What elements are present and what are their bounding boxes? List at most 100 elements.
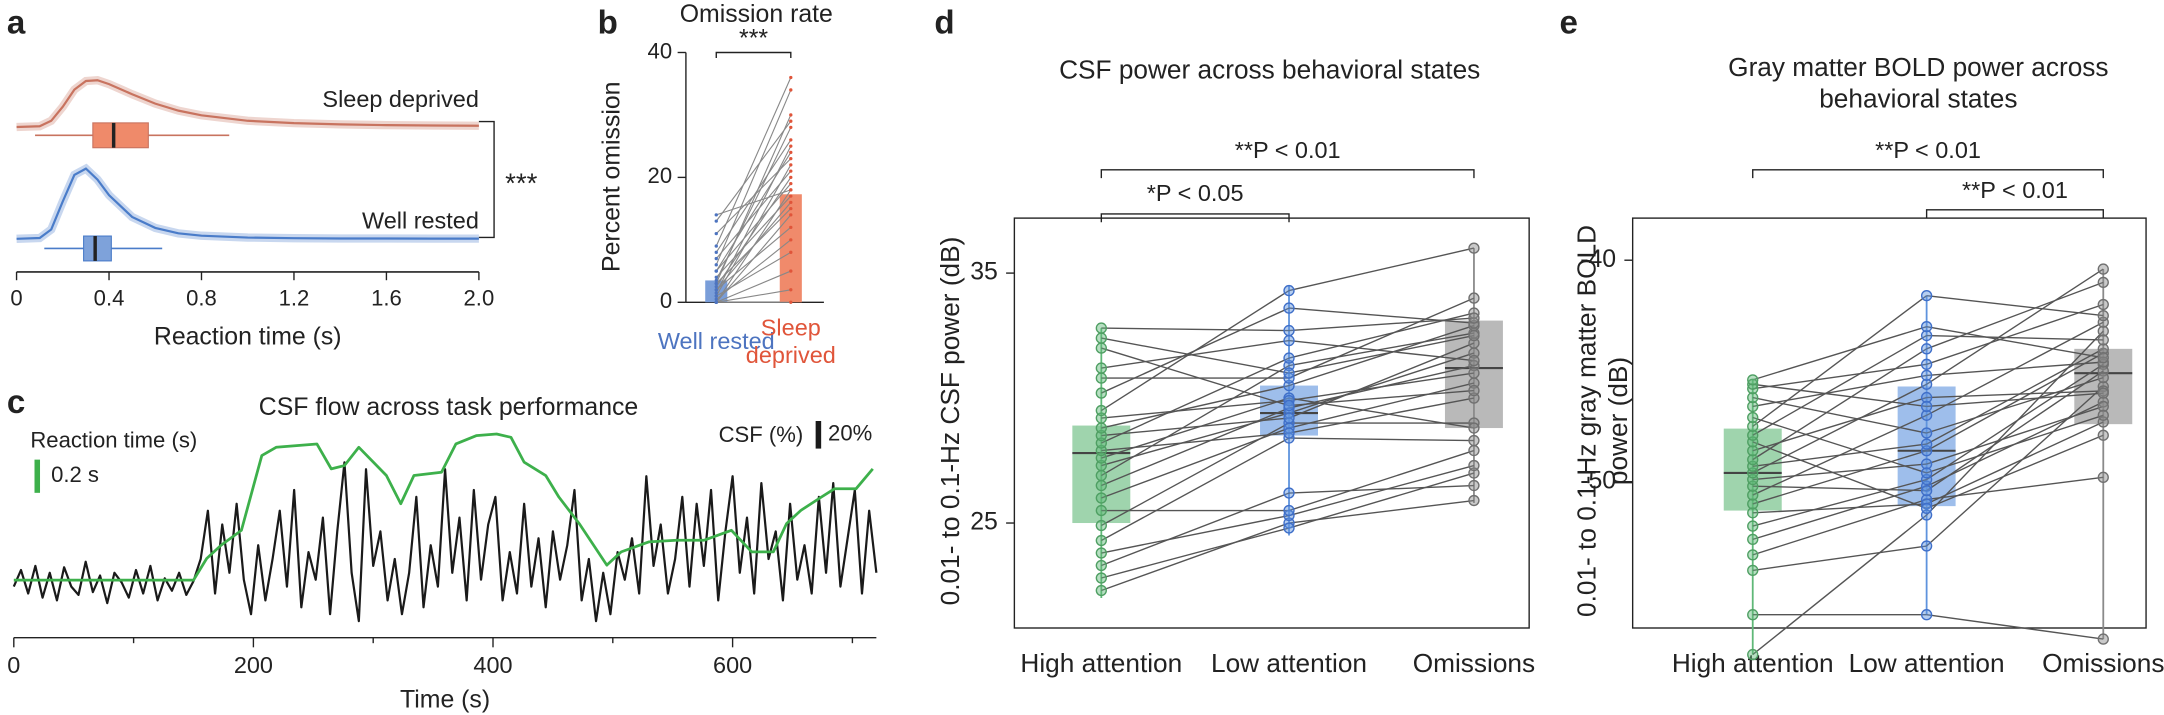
- subject-line: [1288, 324, 1475, 387]
- series-label: Well rested: [362, 207, 479, 233]
- subject-line: [1101, 432, 1290, 452]
- subject-line: [1752, 348, 1927, 461]
- subject-line: [1101, 327, 1290, 332]
- subject-dot: [1920, 467, 1933, 479]
- subject-dot: [1283, 367, 1295, 379]
- subject-dot: [1095, 422, 1107, 434]
- subject-line: [1288, 339, 1475, 362]
- comparison-label: **P < 0.01: [1962, 177, 2068, 203]
- subject-dot: [1747, 498, 1759, 510]
- subject-dot: [714, 263, 718, 267]
- subject-dot: [789, 113, 793, 117]
- subject-dot: [789, 75, 793, 80]
- subject-line: [1288, 332, 1475, 367]
- subject-dot: [714, 231, 718, 236]
- subject-line: [1101, 527, 1290, 579]
- scale-bar-label: 0.2 s: [51, 462, 99, 487]
- subject-line: [715, 120, 792, 222]
- subject-dot: [1747, 489, 1759, 501]
- subject-line: [1752, 396, 1927, 434]
- line: [13, 432, 874, 582]
- subject-line: [1288, 449, 1475, 512]
- subject-line: [1752, 463, 1927, 481]
- subject-dot: [2097, 309, 2109, 322]
- subject-dot: [1747, 609, 1759, 621]
- subject-line: [715, 164, 792, 297]
- subject-dot: [1920, 289, 1933, 302]
- category-label: Sleep deprived: [745, 314, 836, 369]
- subject-dot: [789, 125, 793, 130]
- subject-line: [715, 170, 792, 259]
- subject-dot: [2097, 263, 2109, 275]
- subject-line: [715, 127, 792, 281]
- subject-line: [1752, 503, 1927, 514]
- subject-dot: [1920, 369, 1933, 382]
- subject-line: [1752, 450, 1927, 505]
- subject-line: [716, 189, 791, 216]
- subject-dot: [1468, 422, 1480, 434]
- subject-line: [1101, 399, 1290, 419]
- subject-dot: [789, 163, 793, 167]
- subject-dot: [1747, 533, 1759, 546]
- x-axis-label: Reaction time (s): [154, 324, 342, 351]
- subject-dot: [1747, 400, 1759, 413]
- subject-dot: [1468, 384, 1480, 397]
- chart-title: Gray matter BOLD power across behavioral…: [1728, 54, 2109, 115]
- subject-dot: [789, 238, 793, 242]
- subject-line: [1926, 392, 2104, 408]
- x-tick-label: 1.6: [371, 285, 402, 310]
- subject-dot: [1095, 492, 1107, 504]
- subject-dot: [714, 278, 718, 283]
- subject-dot: [1283, 399, 1295, 412]
- x-tick-label: 400: [473, 652, 512, 678]
- y-axis-label-frame: 0.01- to 0.1-Hz CSF power (dB): [937, 237, 966, 606]
- subject-line: [1101, 427, 1290, 499]
- subject-dot: [2097, 387, 2109, 399]
- subject-dot: [1468, 479, 1480, 492]
- subject-dot: [1920, 391, 1933, 404]
- curve: [16, 167, 479, 240]
- subject-line: [1926, 363, 2104, 481]
- panel-label: a: [7, 5, 26, 42]
- subject-line: [1101, 307, 1290, 394]
- subject-line: [715, 177, 792, 287]
- subject-dot: [1283, 412, 1295, 424]
- subject-dot: [714, 291, 718, 295]
- curve: [16, 79, 479, 129]
- subject-line: [1101, 384, 1290, 429]
- panel-label: e: [1560, 5, 1578, 42]
- legend-label: CSF (%): [719, 422, 804, 447]
- subject-dot: [1283, 352, 1295, 364]
- subject-dot: [1095, 322, 1107, 334]
- subject-dot: [1095, 404, 1107, 417]
- subject-dot: [1468, 292, 1480, 304]
- subject-dot: [714, 294, 718, 298]
- chart-title: CSF flow across task performance: [259, 394, 638, 421]
- subject-line: [1926, 303, 2104, 365]
- subject-dot: [1920, 458, 1933, 470]
- y-tick-label: 40: [648, 38, 673, 63]
- subject-line: [1288, 342, 1475, 419]
- subject-line: [1752, 416, 1927, 474]
- comparison-bracket: [1100, 169, 1475, 179]
- subject-dot: [789, 157, 793, 161]
- x-tick-label: 600: [713, 652, 752, 678]
- subject-dot: [1747, 420, 1759, 433]
- subject-dot: [714, 213, 718, 217]
- subject-dot: [789, 269, 793, 273]
- subject-dot: [789, 169, 793, 173]
- bar: [779, 194, 802, 303]
- subject-line: [1926, 421, 2104, 505]
- subject-dot: [1468, 242, 1480, 254]
- category-label: Low attention: [1211, 648, 1367, 678]
- chart-title-frame: Gray matter BOLD power across behavioral…: [1728, 54, 2109, 115]
- subject-dot: [1095, 479, 1107, 492]
- subject-line: [1926, 352, 2104, 452]
- subject-line: [1752, 485, 1927, 541]
- subject-line: [1101, 357, 1290, 444]
- subject-line: [715, 226, 792, 291]
- chart-title-frame: CSF power across behavioral states: [1059, 56, 1480, 85]
- subject-dot: [2097, 371, 2109, 384]
- subject-line: [1288, 372, 1475, 402]
- subject-line: [1288, 484, 1474, 494]
